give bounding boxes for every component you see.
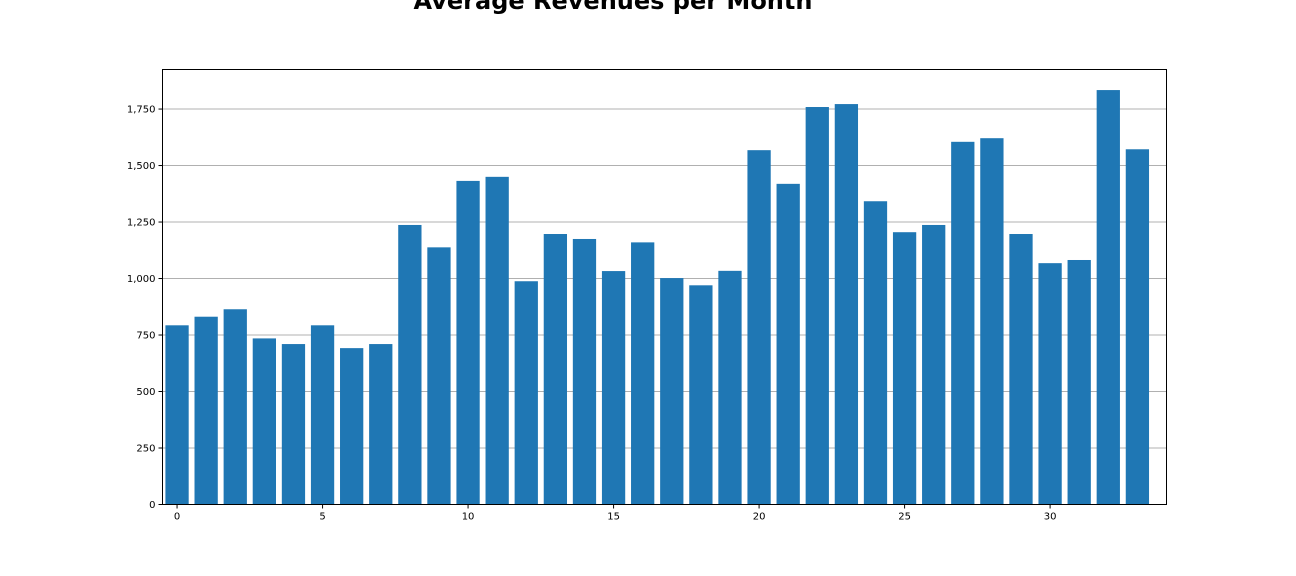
bar bbox=[1038, 263, 1062, 505]
x-tick-label: 30 bbox=[1044, 512, 1057, 523]
y-axis: 0 250 500 750 1,000 1,250 1,500 1,750 bbox=[127, 105, 163, 511]
y-tick-label: 1,250 bbox=[127, 218, 156, 229]
bar bbox=[922, 224, 946, 505]
bar bbox=[572, 238, 597, 505]
bar bbox=[1096, 90, 1120, 505]
bar bbox=[805, 107, 829, 505]
x-tick-label: 15 bbox=[607, 512, 620, 523]
bar bbox=[747, 150, 771, 505]
bar bbox=[601, 271, 626, 505]
x-tick-label: 10 bbox=[462, 512, 475, 523]
y-tick-label: 750 bbox=[136, 331, 155, 342]
bar bbox=[456, 180, 480, 505]
bar bbox=[194, 316, 218, 505]
y-tick-label: 1,500 bbox=[127, 161, 156, 172]
bar bbox=[398, 224, 422, 505]
bar bbox=[310, 325, 335, 505]
bar bbox=[660, 278, 684, 505]
bar bbox=[689, 285, 713, 505]
y-tick-label: 1,750 bbox=[127, 105, 156, 116]
bar bbox=[223, 309, 247, 505]
bar bbox=[1067, 259, 1091, 505]
x-axis: 0 5 10 15 20 25 30 bbox=[174, 504, 1057, 523]
bar bbox=[980, 138, 1004, 505]
x-tick-label: 25 bbox=[898, 512, 911, 523]
bar bbox=[369, 344, 393, 505]
bar bbox=[776, 183, 800, 505]
x-tick-label: 20 bbox=[753, 512, 766, 523]
bar bbox=[1125, 149, 1150, 505]
bar bbox=[543, 234, 568, 505]
bar bbox=[892, 232, 917, 505]
bar bbox=[281, 344, 306, 505]
bar bbox=[718, 270, 742, 505]
x-tick-label: 5 bbox=[319, 512, 325, 523]
bar bbox=[514, 281, 538, 505]
bar bbox=[485, 176, 509, 505]
bar bbox=[951, 141, 975, 505]
bar bbox=[252, 338, 276, 505]
y-tick-label: 500 bbox=[136, 387, 155, 398]
bar bbox=[165, 325, 189, 505]
bar bbox=[340, 348, 364, 505]
bar bbox=[631, 242, 655, 505]
bar bbox=[427, 247, 451, 505]
chart-title: Average Revenues per Month bbox=[413, 0, 813, 15]
bar bbox=[863, 201, 888, 505]
y-tick-label: 1,000 bbox=[127, 274, 156, 285]
bar bbox=[834, 104, 859, 505]
bars bbox=[165, 90, 1150, 505]
y-tick-label: 250 bbox=[136, 444, 155, 455]
bar bbox=[1009, 234, 1033, 505]
y-tick-label: 0 bbox=[149, 500, 155, 511]
plot-frame bbox=[162, 69, 1167, 505]
x-tick-label: 0 bbox=[174, 512, 180, 523]
